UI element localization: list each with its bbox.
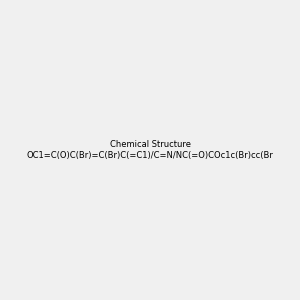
- Text: Chemical Structure
OC1=C(O)C(Br)=C(Br)C(=C1)/C=N/NC(=O)COc1c(Br)cc(Br: Chemical Structure OC1=C(O)C(Br)=C(Br)C(…: [27, 140, 273, 160]
